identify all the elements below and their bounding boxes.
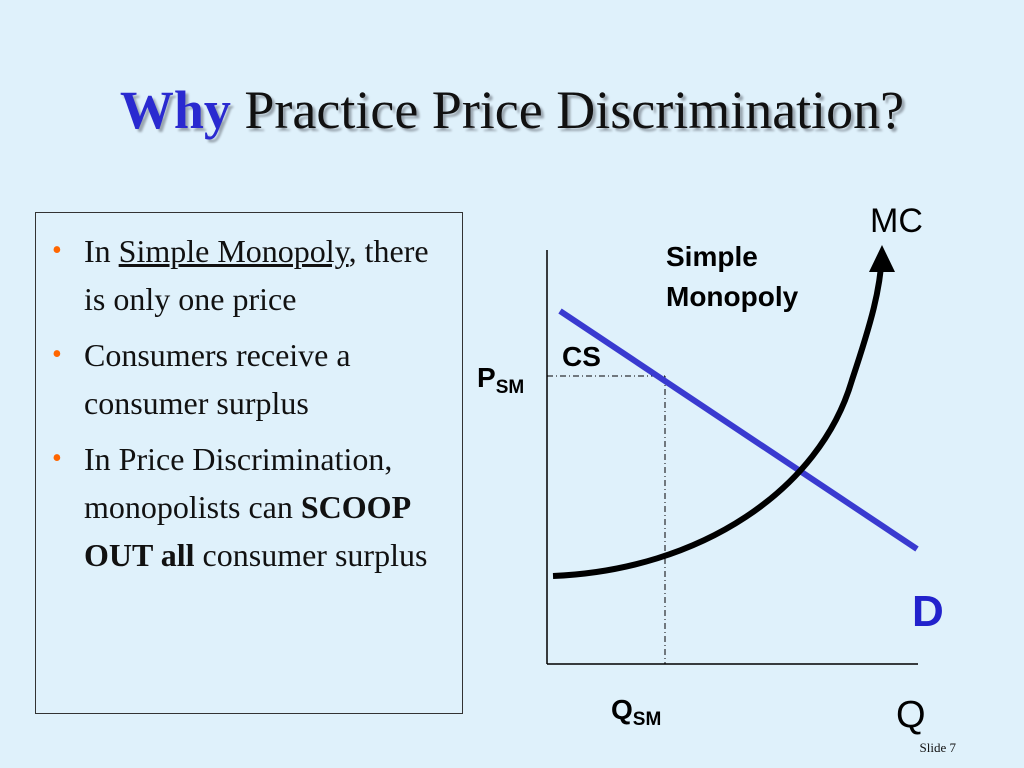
demand-label: D xyxy=(912,587,944,636)
cs-label: CS xyxy=(562,341,601,372)
bullet-3-bold: SCOOP OUT all xyxy=(84,489,410,573)
bullet-dot-icon: • xyxy=(52,443,62,474)
bullet-dot-icon: • xyxy=(52,339,62,370)
bullet-item-simple-monopoly: • In Simple Monopoly, there is only one … xyxy=(46,227,452,323)
title-accent: Why xyxy=(119,80,231,140)
bullet-item-consumer-surplus: • Consumers receive a consumer surplus xyxy=(46,331,452,427)
quantity-axis-label: Q xyxy=(896,694,926,736)
simple-label: Simple xyxy=(666,241,758,272)
bullet-3-post: consumer surplus xyxy=(194,537,428,573)
bullet-1-pre: In xyxy=(84,233,119,269)
mc-label: MC xyxy=(870,202,923,240)
bullet-list: • In Simple Monopoly, there is only one … xyxy=(46,227,452,579)
mc-curve xyxy=(552,254,885,579)
slide-title: Why Practice Price Discrimination? xyxy=(0,78,1024,142)
bullet-3-pre: In Price Discrimination, monopolists can xyxy=(84,441,393,525)
bullet-item-price-discrimination: • In Price Discrimination, monopolists c… xyxy=(46,435,452,579)
bullet-1-post: , there is only one price xyxy=(84,233,429,317)
slide-number: Slide 7 xyxy=(919,740,956,755)
quantity-sm-main: Q xyxy=(611,694,633,725)
quantity-sm-subscript: SM xyxy=(633,709,662,730)
title-rest: Practice Price Discrimination? xyxy=(244,80,905,140)
bullet-2-text: Consumers receive a consumer surplus xyxy=(84,337,351,421)
bullet-box: • In Simple Monopoly, there is only one … xyxy=(35,212,463,714)
bullet-dot-icon: • xyxy=(52,235,62,266)
price-sm-subscript: SM xyxy=(496,377,525,398)
monopoly-label: Monopoly xyxy=(666,281,799,312)
mc-arrow-icon xyxy=(869,245,895,272)
quantity-sm-label: QSM xyxy=(611,694,661,730)
demand-curve xyxy=(558,308,919,552)
price-sm-main: P xyxy=(477,362,496,393)
bullet-1-underlined: Simple Monopoly xyxy=(118,233,349,269)
price-sm-label: PSM xyxy=(477,362,524,398)
